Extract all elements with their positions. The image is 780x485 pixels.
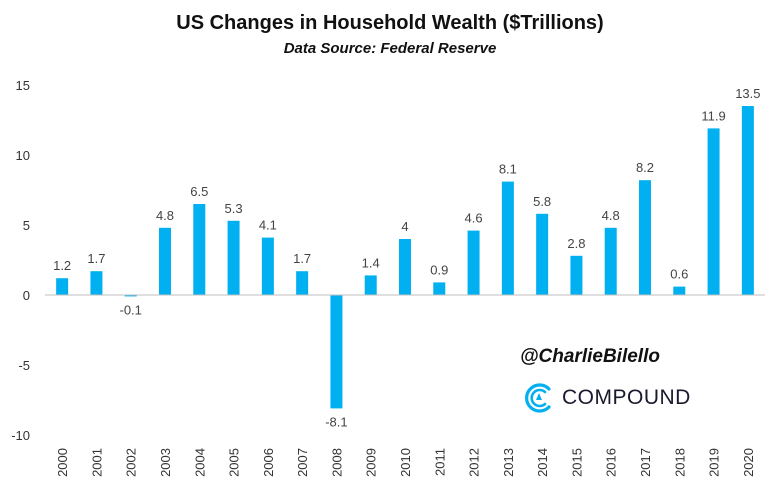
data-label: 1.7 — [293, 251, 311, 266]
y-tick-label: -5 — [18, 358, 30, 373]
y-tick-label: -10 — [11, 428, 30, 443]
data-label: 5.8 — [533, 194, 551, 209]
data-label: -0.1 — [120, 302, 142, 317]
data-label: 8.1 — [499, 162, 517, 177]
bar-2000 — [56, 278, 69, 295]
bar-2002 — [124, 295, 137, 297]
brand-name: COMPOUND — [562, 386, 691, 409]
data-label: 6.5 — [190, 184, 208, 199]
bar-2010 — [399, 239, 411, 295]
data-label: 13.5 — [735, 86, 760, 101]
x-tick-label: 2015 — [569, 448, 584, 477]
data-label: 1.7 — [87, 251, 105, 266]
x-tick-label: 2011 — [432, 448, 447, 476]
bar-2012 — [467, 230, 480, 295]
data-label: 0.6 — [670, 267, 688, 282]
x-tick-label: 2005 — [227, 448, 242, 477]
bar-2003 — [159, 227, 171, 295]
x-tick-label: 2006 — [261, 448, 276, 477]
x-tick-label: 2016 — [604, 448, 619, 477]
bar-2008 — [330, 295, 343, 409]
x-tick-label: 2020 — [741, 448, 756, 477]
data-label: 1.4 — [362, 255, 380, 270]
bar-2001 — [90, 271, 103, 295]
y-axis-ticks: 15 10 5 0 -5 -10 — [11, 78, 30, 443]
x-tick-label: 2013 — [501, 448, 516, 477]
data-label: -8.1 — [325, 414, 347, 429]
data-label: 11.9 — [701, 108, 725, 123]
data-label: 0.9 — [430, 262, 448, 277]
x-tick-label: 2009 — [364, 448, 379, 477]
bars — [56, 106, 754, 409]
chart-title: US Changes in Household Wealth ($Trillio… — [176, 12, 604, 34]
bar-2016 — [604, 227, 617, 295]
y-tick-label: 15 — [16, 78, 30, 93]
y-tick-label: 5 — [23, 218, 30, 233]
data-label: 4 — [401, 219, 408, 234]
data-labels: 1.2 1.7 -0.1 4.8 6.5 5.3 4.1 1.7 -8.1 1.4 4 0.9 4.6 8… — [53, 86, 760, 429]
x-tick-label: 2014 — [535, 448, 550, 477]
x-tick-label: 2017 — [638, 448, 653, 477]
bar-2013 — [501, 181, 514, 295]
bar-2019 — [707, 128, 720, 295]
bar-2005 — [227, 220, 240, 295]
bar-2006 — [261, 237, 274, 295]
y-tick-label: 10 — [16, 148, 30, 163]
data-label: 8.2 — [636, 160, 654, 175]
bar-2004 — [193, 204, 206, 295]
data-label: 1.2 — [53, 258, 71, 273]
x-tick-label: 2002 — [124, 448, 139, 477]
bar-2015 — [570, 255, 583, 295]
x-tick-label: 2008 — [329, 448, 344, 477]
x-tick-label: 2001 — [89, 448, 104, 477]
x-tick-label: 2018 — [672, 448, 687, 477]
x-tick-label: 2019 — [707, 448, 722, 477]
data-label: 4.6 — [465, 211, 483, 226]
bar-2020 — [741, 106, 754, 295]
x-tick-label: 2010 — [398, 448, 413, 477]
x-tick-label: 2007 — [295, 448, 310, 477]
x-tick-label: 2012 — [467, 448, 482, 477]
data-label: 2.8 — [567, 236, 585, 251]
x-tick-label: 2000 — [55, 448, 70, 477]
data-label: 4.8 — [602, 208, 620, 223]
y-tick-label: 0 — [23, 288, 30, 303]
x-axis-ticks: 2000 2001 2002 2003 2004 2005 2006 2007 2008 2009… — [55, 448, 756, 477]
data-label: 4.1 — [259, 218, 277, 233]
compound-logo-icon — [525, 383, 551, 413]
x-tick-label: 2003 — [158, 448, 173, 477]
data-label: 5.3 — [225, 201, 243, 216]
x-tick-label: 2004 — [192, 448, 207, 477]
bar-2017 — [639, 180, 651, 295]
chart-subtitle: Data Source: Federal Reserve — [283, 40, 497, 57]
twitter-handle: @CharlieBilello — [520, 346, 660, 367]
bar-2011 — [433, 282, 446, 295]
data-label: 4.8 — [156, 208, 174, 223]
bar-2014 — [536, 213, 549, 295]
bar-2018 — [673, 286, 686, 295]
brand-logo: COMPOUND — [522, 378, 691, 418]
bar-2009 — [364, 275, 377, 295]
bar-2007 — [296, 271, 309, 295]
